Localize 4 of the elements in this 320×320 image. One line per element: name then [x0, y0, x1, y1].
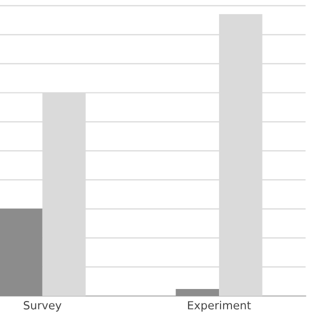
bar [0, 208, 42, 296]
x-tick-label: Experiment [188, 300, 251, 312]
x-tick-label: Survey [24, 301, 62, 312]
bar [176, 288, 220, 296]
